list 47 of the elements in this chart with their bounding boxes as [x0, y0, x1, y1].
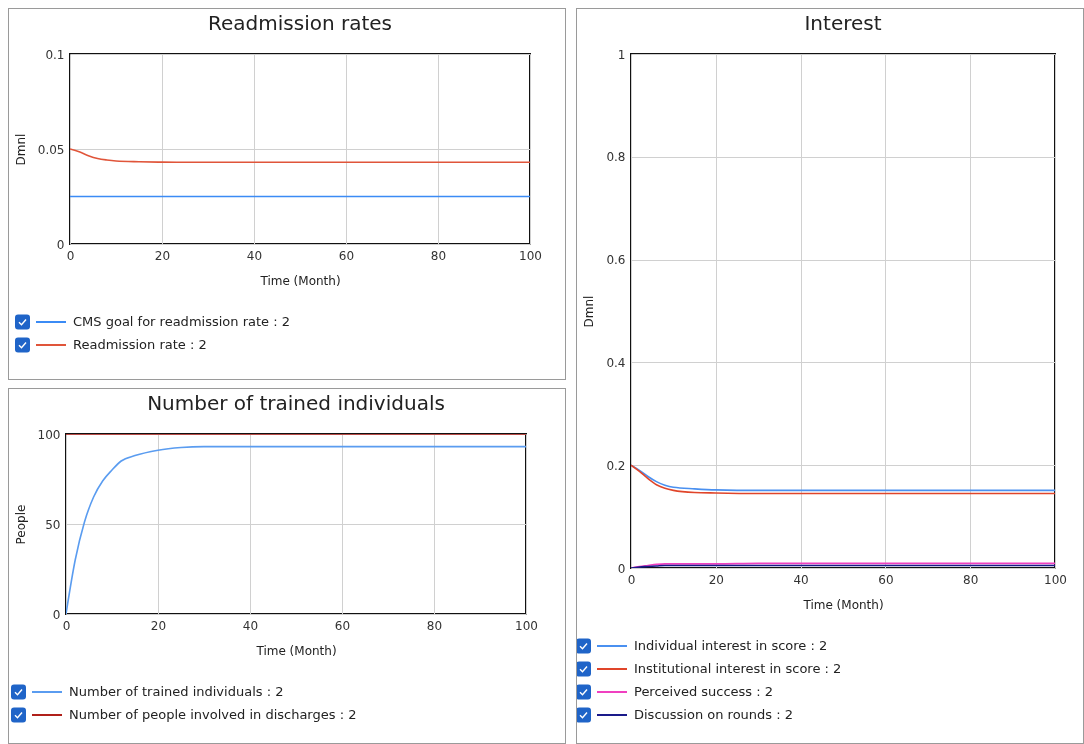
y-tick-label: 50 — [45, 517, 61, 532]
y-tick-label: 0 — [617, 561, 626, 576]
y-tick-label: 100 — [37, 427, 61, 442]
legend-label: Number of people involved in discharges : 2 — [69, 707, 357, 722]
x-tick-label: 80 — [430, 248, 447, 263]
y-tick-label: 0 — [56, 237, 65, 252]
chart-title: Readmission rates — [207, 11, 393, 35]
y-tick-label: 1 — [617, 47, 626, 62]
legend-label: Individual interest in score : 2 — [634, 638, 828, 653]
legend-label: Discussion on rounds : 2 — [634, 707, 794, 722]
y-axis-title: People — [13, 504, 28, 545]
y-tick-label: 0.8 — [606, 150, 626, 165]
y-tick-label: 0.05 — [37, 142, 65, 157]
x-tick-label: 100 — [1044, 572, 1067, 587]
x-tick-label: 60 — [334, 618, 351, 633]
x-tick-label: 20 — [154, 248, 171, 263]
y-tick-label: 0.2 — [606, 458, 626, 473]
y-tick-label: 0.1 — [45, 47, 65, 62]
legend-label: Number of trained individuals : 2 — [69, 684, 284, 699]
x-tick-label: 40 — [246, 248, 263, 263]
legend-label: Institutional interest in score : 2 — [634, 661, 842, 676]
x-tick-label: 0 — [627, 572, 636, 587]
y-tick-label: 0 — [52, 607, 61, 622]
chart-title: Number of trained individuals — [147, 391, 445, 415]
x-tick-label: 100 — [519, 248, 542, 263]
x-axis-title: Time (Month) — [802, 597, 884, 612]
y-tick-label: 0.4 — [606, 355, 626, 370]
y-axis-title: Dmnl — [582, 295, 597, 328]
x-tick-label: 100 — [515, 618, 538, 633]
x-tick-label: 60 — [338, 248, 355, 263]
x-tick-label: 20 — [150, 618, 167, 633]
x-tick-label: 40 — [242, 618, 259, 633]
x-tick-label: 80 — [426, 618, 443, 633]
y-axis-title: Dmnl — [13, 133, 28, 166]
x-axis-title: Time (Month) — [255, 643, 337, 658]
x-tick-label: 20 — [708, 572, 724, 587]
legend-label: Readmission rate : 2 — [73, 337, 207, 352]
x-tick-label: 40 — [793, 572, 809, 587]
legend-label: CMS goal for readmission rate : 2 — [73, 314, 290, 329]
y-tick-label: 0.6 — [606, 253, 626, 268]
x-axis-title: Time (Month) — [259, 273, 341, 288]
chart-title: Interest — [804, 11, 882, 35]
x-tick-label: 80 — [963, 572, 979, 587]
line-series — [70, 148, 530, 164]
x-tick-label: 0 — [66, 248, 75, 263]
legend-label: Perceived success : 2 — [634, 684, 774, 699]
x-tick-label: 60 — [878, 572, 894, 587]
